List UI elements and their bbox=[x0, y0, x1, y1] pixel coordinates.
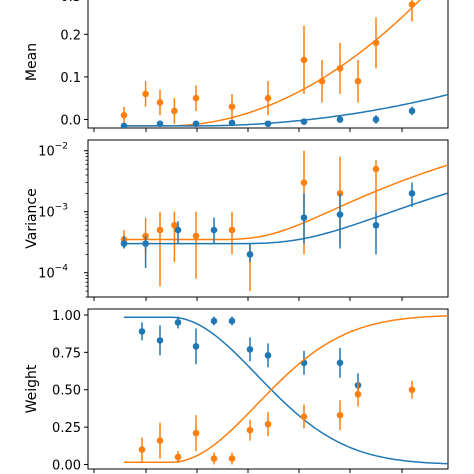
y-tick-label: 0.2 bbox=[60, 28, 81, 43]
panel-3: 0.00 0.25 0.50 0.75 1.00 Weight bbox=[24, 308, 449, 474]
y-tick-label-base: 10 bbox=[38, 145, 55, 160]
series-blue-point bbox=[142, 240, 149, 247]
series-blue-point bbox=[120, 122, 128, 128]
y-tick-label: 10−4 bbox=[38, 264, 68, 282]
series-blue-point bbox=[156, 120, 164, 128]
y-tick-label-base: 10 bbox=[38, 206, 55, 221]
y-tick-label: 1.00 bbox=[52, 309, 81, 324]
y-tick-label: 0.00 bbox=[52, 459, 81, 474]
series-orange-point bbox=[372, 165, 380, 173]
y-axis-label: Variance bbox=[24, 188, 40, 248]
series-blue-point bbox=[210, 226, 218, 234]
y-tick-label: 10−2 bbox=[38, 142, 68, 160]
series-orange-fit-curve bbox=[124, 0, 421, 127]
y-tick-label-base: 10 bbox=[38, 267, 55, 282]
series-blue-point bbox=[138, 328, 146, 335]
series-orange-point bbox=[336, 65, 344, 72]
series-orange-point bbox=[300, 413, 308, 420]
series-orange-point bbox=[300, 56, 308, 64]
series-orange-point bbox=[354, 77, 362, 85]
series-blue-point bbox=[336, 211, 344, 218]
series-orange-fit-curve bbox=[124, 164, 448, 241]
series-orange-point bbox=[408, 1, 416, 8]
y-tick-label: 0.25 bbox=[52, 421, 81, 436]
series-orange-point bbox=[264, 420, 272, 428]
series-orange-point bbox=[354, 390, 362, 398]
series-blue-point bbox=[192, 120, 200, 128]
series-blue-point bbox=[264, 120, 272, 128]
series-blue-point bbox=[174, 226, 182, 234]
series-blue-point bbox=[192, 343, 200, 350]
plot-area bbox=[120, 0, 448, 128]
series-orange-point bbox=[142, 90, 149, 98]
series-orange-point bbox=[156, 99, 164, 106]
y-tick-label-exponent: −4 bbox=[55, 264, 69, 274]
series-blue-point bbox=[246, 251, 254, 258]
series-blue-point bbox=[228, 317, 236, 325]
series-orange-point bbox=[192, 94, 200, 102]
series-blue-point bbox=[246, 346, 254, 353]
series-blue-point bbox=[336, 359, 344, 367]
series-blue-fit-curve bbox=[124, 316, 448, 465]
series-orange-point bbox=[336, 411, 344, 419]
plot-area bbox=[120, 150, 448, 292]
series-orange-point bbox=[228, 455, 236, 462]
series-orange-point bbox=[300, 179, 308, 186]
axes-frame bbox=[87, 0, 449, 129]
series-blue-point bbox=[210, 317, 218, 325]
series-orange-point bbox=[171, 107, 178, 115]
series-orange-point bbox=[174, 453, 182, 461]
series-orange-point bbox=[156, 437, 164, 444]
panel-1: 0.0 0.1 0.2 0.3 Mean bbox=[24, 0, 449, 132]
series-blue-point bbox=[228, 119, 236, 127]
plot-area bbox=[124, 315, 448, 465]
y-tick-label-exponent: −3 bbox=[55, 203, 68, 213]
y-tick-label: 0.75 bbox=[52, 346, 81, 361]
series-orange-point bbox=[192, 232, 200, 240]
series-orange-point bbox=[171, 221, 178, 229]
series-orange-point bbox=[192, 429, 200, 437]
axes-frame bbox=[87, 139, 449, 298]
series-blue-point bbox=[372, 221, 380, 229]
y-tick-label: 0.0 bbox=[60, 113, 81, 128]
series-orange-point bbox=[408, 386, 416, 394]
series-blue-point bbox=[174, 319, 182, 326]
y-axis-label: Mean bbox=[24, 43, 40, 81]
series-orange-fit-curve bbox=[124, 315, 448, 464]
series-blue-point bbox=[264, 352, 272, 359]
series-blue-fit-curve bbox=[124, 93, 448, 127]
series-blue-fit-curve bbox=[124, 192, 448, 245]
series-blue-point bbox=[408, 107, 416, 115]
axes-frame bbox=[87, 308, 449, 470]
series-blue-point bbox=[300, 214, 308, 221]
series-blue-point bbox=[120, 240, 128, 247]
series-orange-point bbox=[138, 446, 146, 453]
series-blue-point bbox=[156, 337, 164, 344]
series-orange-point bbox=[228, 103, 236, 111]
y-tick-label: 0.50 bbox=[52, 384, 81, 399]
y-tick-label-clipped: 0.3 bbox=[60, 0, 81, 5]
series-orange-point bbox=[372, 39, 380, 47]
series-orange-point bbox=[120, 111, 128, 119]
y-tick-label: 10−3 bbox=[38, 203, 68, 221]
series-orange-point bbox=[246, 426, 254, 434]
series-blue-point bbox=[408, 190, 416, 197]
series-blue-point bbox=[336, 116, 344, 123]
y-tick-label: 0.1 bbox=[60, 71, 81, 86]
series-orange-point bbox=[210, 455, 218, 462]
series-orange-point bbox=[318, 77, 326, 85]
series-orange-point bbox=[156, 226, 164, 234]
series-blue-point bbox=[300, 118, 308, 125]
series-blue-point bbox=[372, 116, 380, 123]
series-orange-point bbox=[228, 226, 236, 234]
y-tick-label-exponent: −2 bbox=[55, 142, 68, 152]
y-axis-label: Weight bbox=[24, 364, 40, 413]
series-orange-point bbox=[264, 94, 272, 102]
